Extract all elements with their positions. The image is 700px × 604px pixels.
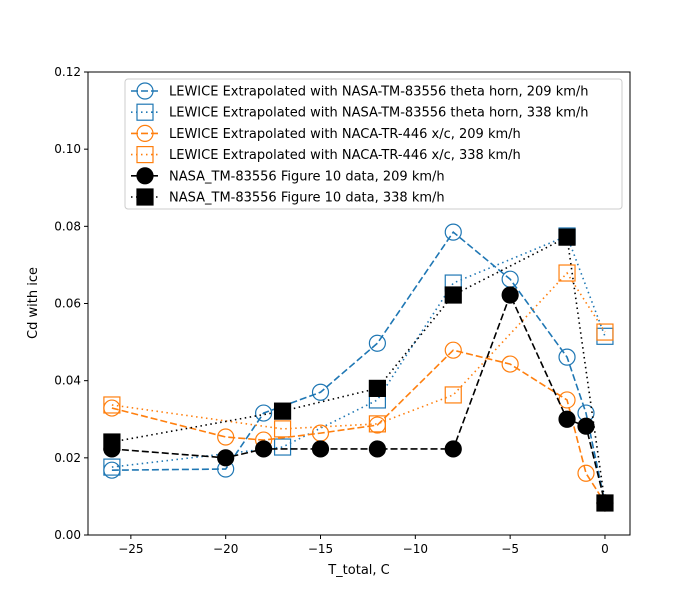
legend-box	[124, 78, 623, 210]
data-point	[311, 383, 330, 401]
data-point	[103, 433, 121, 451]
data-point	[444, 223, 462, 241]
legend-entry: NASA_TM-83556 Figure 10 data, 338 km/h	[131, 188, 445, 206]
series-line	[111, 349, 606, 504]
data-point	[444, 286, 462, 304]
y-tick-label: 0.12	[54, 65, 81, 79]
data-point	[501, 286, 519, 304]
legend-entry: LEWICE Extrapolated with NASA-TM-83556 t…	[131, 103, 589, 121]
series-3	[103, 264, 614, 438]
plot-frame	[87, 71, 631, 536]
legend-label: LEWICE Extrapolated with NACA-TR-446 x/c…	[169, 148, 521, 163]
legend-label: NASA_TM-83556 Figure 10 data, 209 km/h	[169, 169, 445, 184]
x-tick-label: −20	[213, 542, 238, 556]
y-tick-label: 0.06	[54, 297, 81, 311]
data-point	[217, 449, 235, 467]
data-point	[444, 440, 462, 458]
data-point	[444, 386, 462, 404]
data-point	[596, 323, 614, 341]
y-tick-label: 0.04	[54, 374, 81, 388]
x-tick-label: −10	[403, 542, 428, 556]
legend-marker	[136, 124, 154, 142]
data-point	[558, 264, 576, 282]
data-point	[501, 355, 519, 373]
data-point	[103, 458, 121, 476]
data-point	[577, 464, 595, 482]
data-point	[273, 438, 292, 456]
legend-entry: LEWICE Extrapolated with NASA-TM-83556 t…	[131, 82, 589, 100]
data-point	[217, 428, 235, 446]
legend-marker	[136, 146, 154, 164]
data-point	[311, 440, 330, 458]
x-axis-label: T_total, C	[327, 563, 390, 578]
data-point	[273, 420, 292, 438]
data-point	[558, 348, 576, 366]
legend: LEWICE Extrapolated with NASA-TM-83556 t…	[124, 78, 623, 210]
data-point	[558, 410, 576, 428]
legend-entry: LEWICE Extrapolated with NACA-TR-446 x/c…	[131, 146, 521, 164]
legend-marker	[136, 103, 154, 121]
data-point	[444, 341, 462, 359]
y-tick-label: 0.02	[54, 451, 81, 465]
legend-marker	[136, 188, 154, 206]
data-point	[368, 379, 386, 397]
data-point	[103, 396, 121, 414]
legend-entry: LEWICE Extrapolated with NACA-TR-446 x/c…	[131, 124, 521, 142]
series-line	[111, 230, 606, 504]
series-line	[111, 235, 606, 504]
series-line	[111, 292, 606, 504]
legend-entry: NASA_TM-83556 Figure 10 data, 209 km/h	[131, 167, 445, 185]
y-tick-label: 0.10	[54, 142, 81, 156]
legend-label: NASA_TM-83556 Figure 10 data, 338 km/h	[169, 191, 445, 206]
data-point	[558, 228, 576, 246]
data-point	[368, 334, 386, 352]
data-point	[368, 415, 386, 433]
y-tick-label: 0.00	[54, 528, 81, 542]
x-tick-label: −15	[308, 542, 333, 556]
legend-marker	[136, 82, 154, 100]
legend-label: LEWICE Extrapolated with NASA-TM-83556 t…	[169, 106, 589, 121]
legend-label: LEWICE Extrapolated with NASA-TM-83556 t…	[169, 85, 589, 100]
y-tick-label: 0.08	[54, 219, 81, 233]
x-tick-label: −5	[501, 542, 519, 556]
y-axis-label: Cd with ice	[26, 267, 41, 339]
data-point	[273, 402, 292, 420]
series-5	[103, 228, 614, 512]
legend-label: LEWICE Extrapolated with NACA-TR-446 x/c…	[169, 127, 521, 142]
data-point	[368, 440, 386, 458]
data-point	[596, 494, 614, 512]
x-tick-label: −25	[118, 542, 143, 556]
data-point	[255, 404, 273, 422]
data-point	[577, 417, 595, 435]
x-tick-label: 0	[601, 542, 609, 556]
legend-marker	[136, 167, 154, 185]
data-point	[255, 440, 273, 458]
